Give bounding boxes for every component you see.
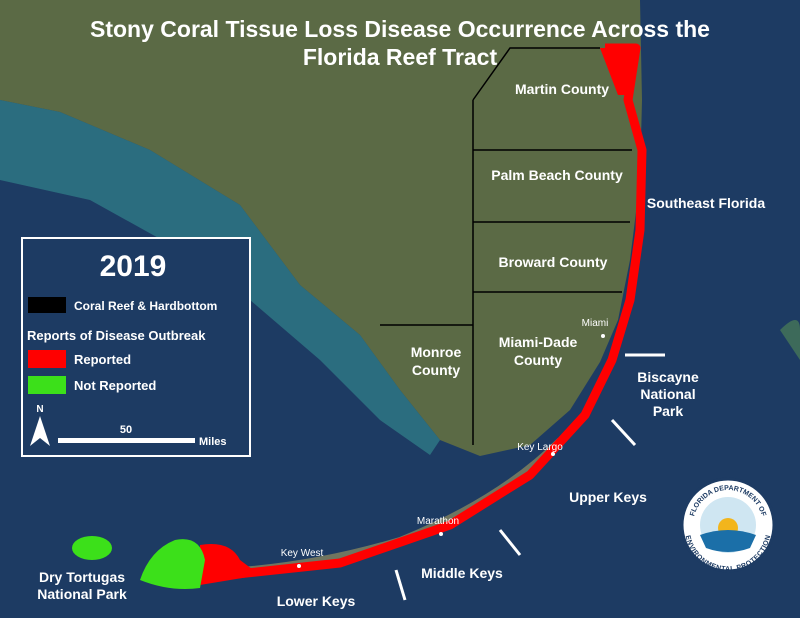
- logo: FLORIDA DEPARTMENT OF ENVIRONMENTAL PROT…: [680, 477, 776, 573]
- city-dots: [297, 334, 605, 568]
- bahamas: [780, 320, 800, 360]
- reef-reported-top: [600, 48, 636, 95]
- region-label: Dry Tortugas National Park: [37, 569, 127, 602]
- region-label: Upper Keys: [569, 489, 647, 505]
- label-line: Dry Tortugas: [39, 569, 125, 585]
- pointer: [394, 569, 407, 601]
- pointer: [498, 529, 522, 556]
- title: Stony Coral Tissue Loss Disease Occurren…: [90, 16, 710, 70]
- legend-swatch: [28, 297, 66, 313]
- label-line: County: [514, 352, 562, 368]
- label-line: Biscayne: [637, 369, 699, 385]
- city-dot: [297, 564, 301, 568]
- county-label: Monroe County: [411, 344, 462, 378]
- scale-unit: Miles: [199, 436, 227, 448]
- label-line: County: [412, 362, 460, 378]
- legend-swatch: [28, 350, 66, 368]
- legend-year: 2019: [100, 250, 167, 283]
- county-lines: [380, 47, 632, 445]
- label-line: National Park: [37, 586, 127, 602]
- city-label: Key Largo: [517, 442, 563, 453]
- dry-tortugas-reef: [72, 536, 112, 560]
- county-label: Martin County: [515, 81, 609, 97]
- city-dot: [439, 532, 443, 536]
- city-label: Marathon: [417, 516, 459, 527]
- region-label: Lower Keys: [277, 593, 356, 609]
- north-label: N: [36, 404, 43, 415]
- legend-label: Coral Reef & Hardbottom: [74, 299, 217, 313]
- city-label: Key West: [281, 548, 324, 559]
- city-dot: [551, 452, 555, 456]
- city-dot: [601, 334, 605, 338]
- reef-reported-west: [200, 544, 260, 585]
- reef-not-reported: [140, 539, 205, 589]
- county-label: Miami-Dade County: [499, 334, 578, 368]
- label-line: Miami-Dade: [499, 334, 578, 350]
- city-label: Miami: [582, 318, 609, 329]
- legend-label: Not Reported: [74, 378, 156, 393]
- scale-bar: [58, 438, 195, 443]
- north-arrow: [30, 416, 50, 446]
- legend-heading: Reports of Disease Outbreak: [27, 328, 206, 343]
- label-line: National: [640, 386, 695, 402]
- legend: 2019 Coral Reef & Hardbottom Reports of …: [21, 237, 251, 457]
- pointer: [610, 418, 637, 447]
- legend-swatch: [28, 376, 66, 394]
- legend-box: [21, 237, 251, 457]
- legend-label: Reported: [74, 352, 131, 367]
- pointers: [394, 353, 665, 601]
- title-line: Florida Reef Tract: [303, 44, 498, 70]
- county-label: Broward County: [499, 254, 608, 270]
- logo-water: [700, 530, 756, 552]
- county-label: Palm Beach County: [491, 167, 623, 183]
- region-label: Biscayne National Park: [637, 369, 699, 419]
- label-line: Park: [653, 403, 684, 419]
- region-label: Middle Keys: [421, 565, 503, 581]
- reef-reported: [199, 43, 647, 583]
- land: [0, 0, 642, 456]
- county-boundary: [380, 47, 632, 445]
- scale-label: 50: [120, 424, 132, 436]
- title-line: Stony Coral Tissue Loss Disease Occurren…: [90, 16, 710, 42]
- region-label: Southeast Florida: [647, 195, 765, 211]
- label-line: Monroe: [411, 344, 462, 360]
